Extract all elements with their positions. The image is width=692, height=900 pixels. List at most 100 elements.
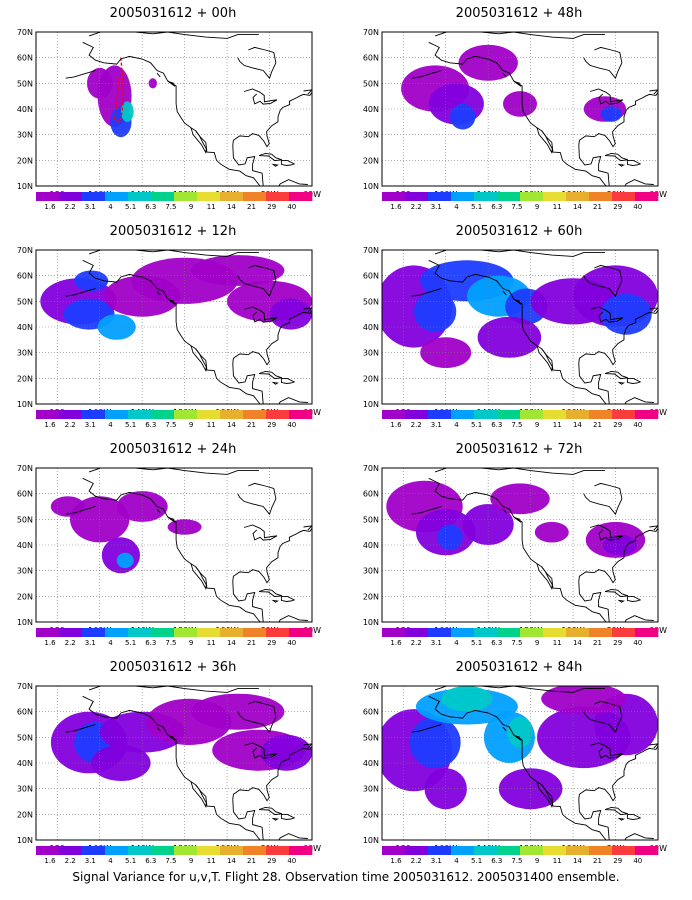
gridlines <box>36 468 312 622</box>
colorbar-swatch <box>174 846 198 855</box>
colorbar-swatch <box>405 410 429 419</box>
coastline <box>237 264 277 298</box>
lat-label: 20N <box>363 374 379 383</box>
colorbar-label: 11 <box>553 203 562 211</box>
lat-label: 20N <box>17 374 33 383</box>
lat-label: 60N <box>17 490 33 499</box>
colorbar-swatch <box>382 410 406 419</box>
island-outline <box>617 599 625 603</box>
coastline <box>536 345 553 373</box>
colorbar-label: 14 <box>573 857 582 865</box>
panel-title: 2005031612 + 48h <box>455 6 583 21</box>
colorbar-label: 6.3 <box>491 421 502 429</box>
colorbar-label: 7.5 <box>165 203 176 211</box>
colorbar-label: 29 <box>267 203 276 211</box>
island-outline <box>649 89 658 95</box>
gridlines <box>36 250 312 404</box>
colorbar-label: 3.1 <box>431 639 442 647</box>
lat-label: 10N <box>17 400 33 409</box>
island-outline <box>626 378 642 384</box>
colorbar-label: 2.2 <box>65 639 76 647</box>
colorbar-swatch <box>174 192 198 201</box>
variance-contour <box>116 491 168 522</box>
map-frame <box>381 249 659 405</box>
lat-label: 10N <box>363 618 379 627</box>
lat-label: 70N <box>363 246 379 255</box>
variance-contour <box>462 504 514 545</box>
colorbar-label: 6.3 <box>145 203 156 211</box>
panel-12h: 2005031612 + 12h 70N60N50N40N30N20N10N18… <box>0 218 346 436</box>
coastline <box>411 506 442 515</box>
lat-label: 30N <box>17 349 33 358</box>
colorbar-swatch <box>612 192 636 201</box>
colorbar-label: 3.1 <box>85 639 96 647</box>
colorbar-swatch <box>382 846 406 855</box>
lat-label: 70N <box>17 246 33 255</box>
colorbar-label: 2.2 <box>411 203 422 211</box>
colorbar-label: 21 <box>593 857 602 865</box>
gridlines <box>36 686 312 840</box>
colorbar-label: 21 <box>247 421 256 429</box>
variance-field <box>386 480 646 558</box>
colorbar-label: 7.5 <box>511 421 522 429</box>
lat-label: 20N <box>363 156 379 165</box>
island-outline <box>271 599 279 603</box>
coastlines <box>65 468 312 622</box>
panel-title: 2005031612 + 00h <box>109 6 237 21</box>
colorbar-label: 14 <box>573 421 582 429</box>
variance-contour <box>191 255 285 286</box>
coastlines <box>411 32 673 186</box>
colorbar-label: 5.1 <box>471 857 482 865</box>
island-outline <box>626 596 642 602</box>
panel-title: 2005031612 + 84h <box>455 660 583 675</box>
colorbar-label: 21 <box>247 857 256 865</box>
lat-label: 20N <box>363 810 379 819</box>
colorbar-swatch <box>497 410 521 419</box>
coastlines <box>65 686 312 840</box>
colorbar-label: 2.2 <box>411 857 422 865</box>
island-outline <box>513 516 522 523</box>
colorbar-swatch <box>566 410 590 419</box>
lat-label: 10N <box>17 182 33 191</box>
variance-contour <box>437 524 463 551</box>
colorbar-swatch <box>197 846 221 855</box>
lat-label: 30N <box>17 131 33 140</box>
map-00h: 70N60N50N40N30N20N10N180160W140W120W100W… <box>17 28 321 211</box>
island-outline <box>659 80 673 90</box>
colorbar-label: 4 <box>454 421 459 429</box>
island-outline <box>280 160 296 166</box>
colorbar-label: 1.6 <box>390 421 402 429</box>
colorbar: 1.6 2.2 3.1 4 5.1 6.3 7.5 9 11 14 21 29 40 <box>382 192 659 211</box>
colorbar-label: 21 <box>593 639 602 647</box>
lat-label: 70N <box>17 682 33 691</box>
panel-36h: 2005031612 + 36h 70N60N50N40N30N20N10N18… <box>0 654 346 872</box>
panel-title: 2005031612 + 72h <box>455 442 583 457</box>
panel-24h: 2005031612 + 24h 70N60N50N40N30N20N10N18… <box>0 436 346 654</box>
map-84h: 70N60N50N40N30N20N10N180160W140W120W100W… <box>363 682 667 865</box>
coastline <box>583 700 623 734</box>
variance-contour <box>503 91 537 117</box>
map-frame <box>35 31 313 187</box>
island-outline <box>626 160 642 166</box>
map-frame <box>35 249 313 405</box>
variance-contour <box>167 519 202 535</box>
colorbar-label: 9 <box>189 639 193 647</box>
colorbar-label: 4 <box>108 639 113 647</box>
coastlines <box>411 250 658 404</box>
lat-label: 30N <box>363 131 379 140</box>
colorbar-swatch <box>59 192 83 201</box>
lat-label: 50N <box>17 79 33 88</box>
lat-label: 40N <box>17 323 33 332</box>
variance-field <box>50 693 312 781</box>
coastline <box>583 46 623 80</box>
colorbar-label: 1.6 <box>44 639 56 647</box>
island-outline <box>659 516 673 526</box>
colorbar-swatch <box>589 628 613 637</box>
colorbar-label: 40 <box>287 639 296 647</box>
colorbar-label: 29 <box>267 421 276 429</box>
lat-label: 50N <box>363 79 379 88</box>
island-outline <box>513 298 522 305</box>
colorbar-label: 29 <box>267 639 276 647</box>
lat-label: 10N <box>17 836 33 845</box>
colorbar-swatch <box>105 846 129 855</box>
